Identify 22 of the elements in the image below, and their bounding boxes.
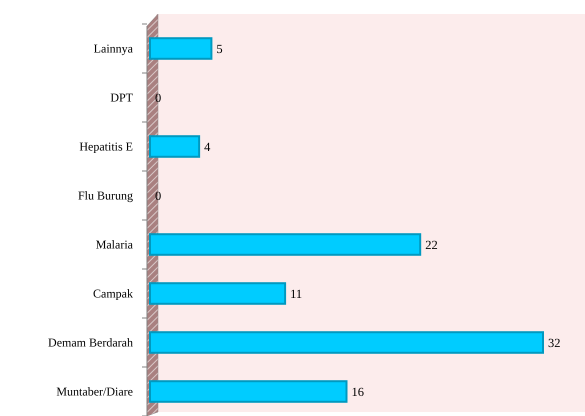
data-label: 5 (216, 42, 223, 56)
bar (149, 37, 212, 60)
bar (149, 282, 286, 305)
bar (149, 380, 348, 403)
data-label: 22 (425, 238, 438, 252)
data-label: 0 (155, 188, 162, 203)
y-tick-label: Demam Berdarah (48, 336, 133, 350)
y-tick-label: Flu Burung (78, 188, 133, 203)
data-label: 32 (548, 336, 560, 350)
y-tick-label: Muntaber/Diare (56, 384, 133, 399)
y-tick-label: DPT (110, 90, 134, 105)
y-tick-label: Hepatitis E (79, 140, 133, 154)
bar (149, 331, 544, 354)
y-tick-label: Campak (93, 286, 133, 301)
data-label: 11 (290, 286, 302, 301)
bar (149, 135, 200, 158)
data-label: 16 (352, 384, 364, 399)
y-tick-label: Malaria (96, 238, 134, 252)
data-label: 4 (204, 140, 212, 154)
data-label: 0 (155, 90, 162, 105)
y-tick-label: Lainnya (94, 42, 134, 56)
bar (149, 233, 422, 256)
